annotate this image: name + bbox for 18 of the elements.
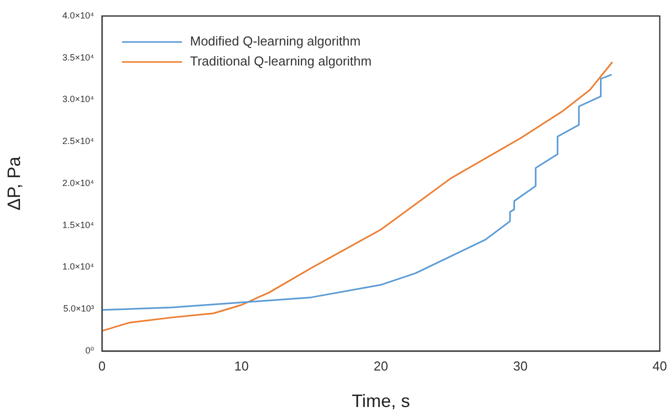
x-tick-label: 10 bbox=[234, 358, 249, 374]
x-axis-title: Time, s bbox=[352, 391, 410, 412]
legend-label: Modified Q-learning algorithm bbox=[190, 34, 361, 49]
x-tick-label: 20 bbox=[374, 358, 388, 374]
x-tick-label: 40 bbox=[652, 358, 668, 374]
y-tick-label: 3.5×10⁴ bbox=[62, 52, 94, 62]
y-tick-label: 5.0×10³ bbox=[63, 304, 94, 314]
y-tick-label: 1.0×10⁴ bbox=[62, 262, 94, 272]
legend-label: Traditional Q-learning algorithm bbox=[190, 54, 372, 69]
x-tick-label: 30 bbox=[513, 358, 528, 374]
y-tick-label: 1.5×10⁴ bbox=[62, 220, 94, 230]
y-tick-label: 4.0×10⁴ bbox=[62, 10, 94, 20]
y-tick-label: 2.0×10⁴ bbox=[62, 178, 94, 188]
y-tick-label: 2.5×10⁴ bbox=[62, 136, 94, 146]
y-axis-title: ΔP, Pa bbox=[4, 156, 24, 210]
y-tick-label: 3.0×10⁴ bbox=[62, 94, 94, 104]
y-tick-label: 0⁰ bbox=[85, 345, 94, 356]
x-tick-label: 0 bbox=[98, 358, 106, 374]
